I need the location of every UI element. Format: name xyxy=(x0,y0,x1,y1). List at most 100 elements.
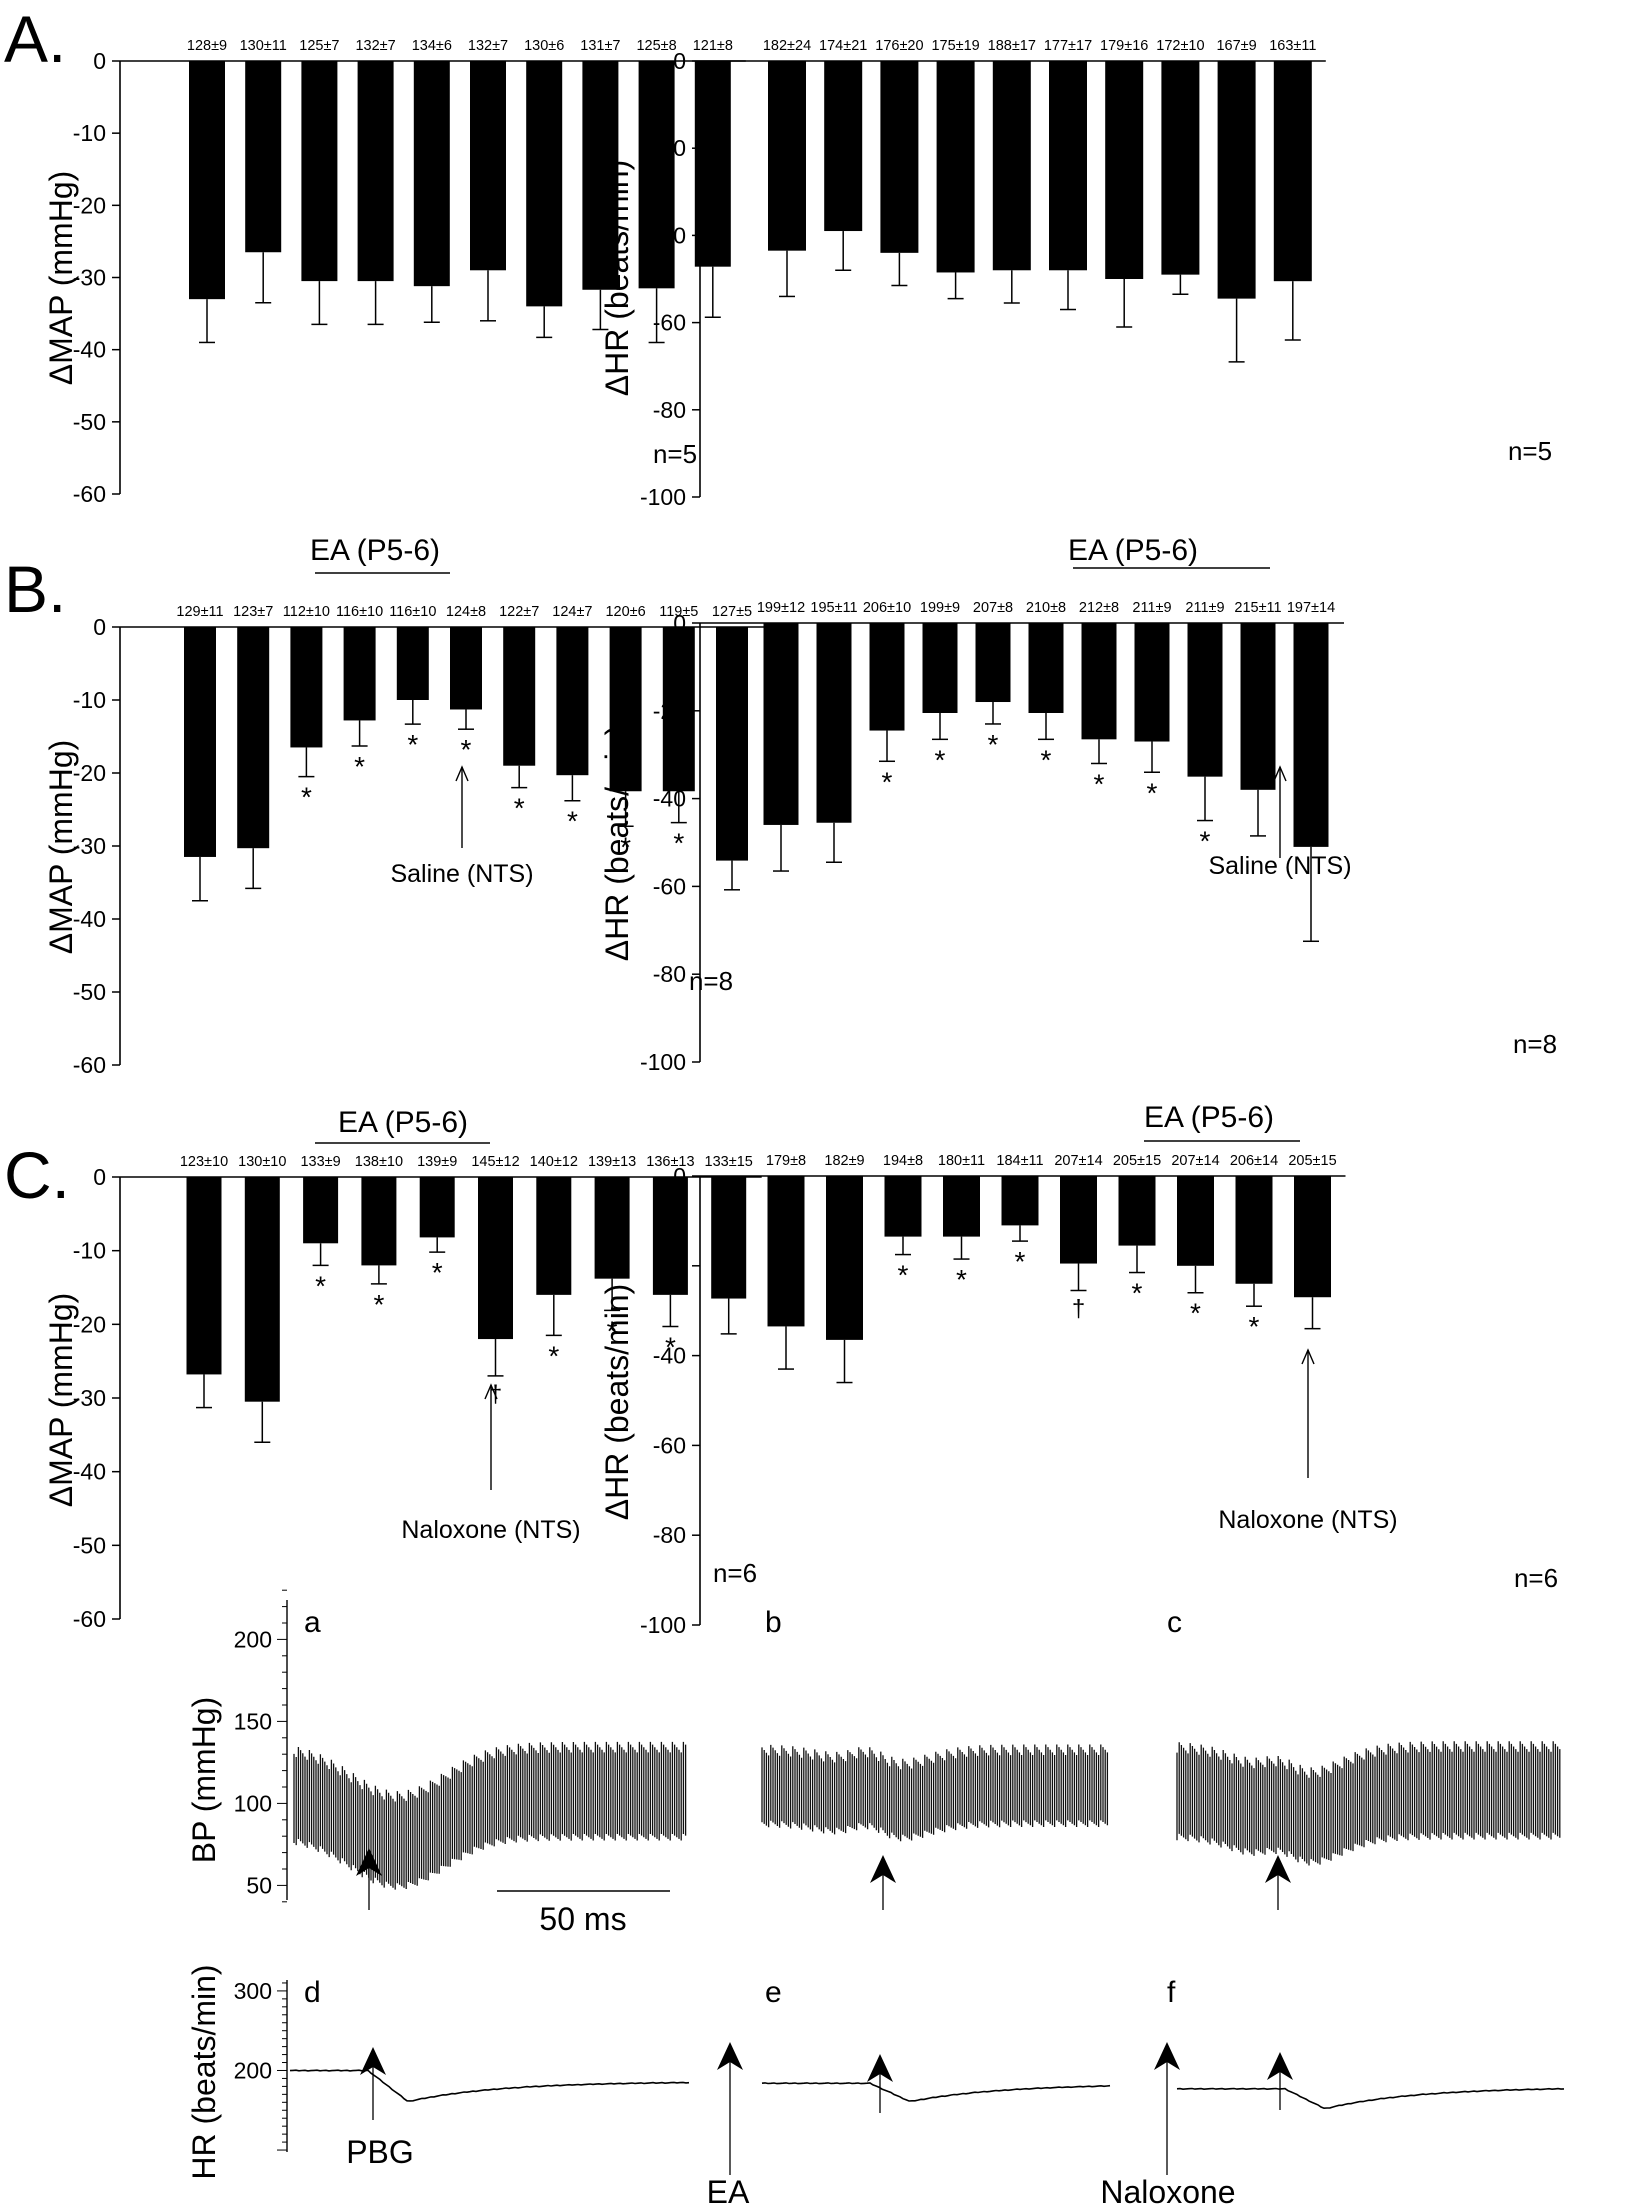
y-tick-label: 0 xyxy=(93,614,106,640)
bp-trace-letter: a xyxy=(304,1606,321,1639)
panel-letter-b: B. xyxy=(4,552,66,626)
bar xyxy=(638,61,675,289)
bp-trace-letter: c xyxy=(1167,1606,1182,1639)
y-tick-label: -100 xyxy=(640,1612,686,1638)
bar xyxy=(884,1176,922,1237)
y-tick-label: -80 xyxy=(653,961,686,987)
bar xyxy=(343,627,376,721)
bar xyxy=(943,1176,980,1237)
bp-trace xyxy=(293,1741,687,1890)
bar xyxy=(711,1177,747,1299)
significance-star: * xyxy=(607,1315,618,1346)
significance-star: * xyxy=(432,1257,443,1288)
y-tick-label: -60 xyxy=(653,1432,686,1458)
y-tick-label: 0 xyxy=(93,1164,106,1190)
bar xyxy=(450,627,482,710)
y-tick-label: -50 xyxy=(73,979,106,1005)
bar-top-label: 210±8 xyxy=(1026,600,1066,616)
panel-letter-a: A. xyxy=(4,2,66,76)
ea-arrow-head xyxy=(717,2042,743,2070)
annotation-arrow-head xyxy=(1301,1348,1315,1365)
bar-top-label: 207±8 xyxy=(973,600,1013,616)
bar xyxy=(816,623,852,823)
bar xyxy=(361,1177,397,1266)
bar-letter: a xyxy=(255,1186,269,1214)
y-tick-label: -80 xyxy=(653,1522,686,1548)
chart-a-hr: 0 -20 -40 -60 -80 -100 ΔHR (beats/min) 182±24 17… xyxy=(599,38,1552,510)
hr-tick-label: 200 xyxy=(234,2057,272,2083)
pbg-arrow-bp-head xyxy=(870,1855,896,1883)
bar-top-label: 130±11 xyxy=(240,38,287,54)
bar xyxy=(470,61,506,271)
y-tick-label: -10 xyxy=(73,120,106,146)
bar xyxy=(869,623,905,731)
annotation-label: Saline (NTS) xyxy=(390,860,533,888)
bar-top-label: 184±11 xyxy=(996,1153,1043,1169)
bar xyxy=(290,627,323,748)
bar xyxy=(556,627,589,776)
bar xyxy=(652,1177,688,1295)
bar-top-label: 211±9 xyxy=(1185,600,1224,616)
significance-star: * xyxy=(407,729,418,760)
bar-top-label: 206±10 xyxy=(863,600,911,616)
bar xyxy=(245,61,282,253)
ea-label: EA xyxy=(707,2174,750,2209)
bar xyxy=(768,61,806,251)
bar-top-label: 163±11 xyxy=(1269,38,1316,54)
bp-tick-label: 200 xyxy=(234,1626,272,1652)
hr-trace-letter: d xyxy=(304,1976,321,2009)
panel-letters: A. B. C. xyxy=(4,2,70,1212)
significance-star: * xyxy=(1094,768,1105,799)
y-tick-label: -100 xyxy=(640,484,686,510)
bar-top-label: 215±11 xyxy=(1234,600,1281,616)
bar-top-label: 132±7 xyxy=(355,38,395,54)
bp-tick-label: 50 xyxy=(246,1872,272,1898)
bar xyxy=(1161,61,1200,275)
chart-c-hr: 0 -20 -40 -60 -80 -100 ΔHR (beats/min) 179±8 182… xyxy=(599,1101,1558,1638)
naloxone-label: Naloxone xyxy=(1100,2174,1235,2209)
bar-top-label: 199±9 xyxy=(920,600,960,616)
bar-top-label: 172±10 xyxy=(1156,38,1204,54)
pbg-arrow-hr-head xyxy=(1267,2052,1293,2080)
bar-top-label: 174±21 xyxy=(819,38,867,54)
n-label: n=5 xyxy=(1508,436,1552,466)
y-axis-label: ΔMAP (mmHg) xyxy=(43,171,79,386)
hr-trace xyxy=(761,2082,1111,2102)
y-axis-label: ΔHR (beats/min) xyxy=(599,725,635,962)
bp-tick-label: 100 xyxy=(234,1790,272,1816)
bar-top-label: 182±24 xyxy=(763,38,811,54)
bar-top-label: 145±12 xyxy=(471,1154,519,1170)
y-tick-label: -20 xyxy=(73,760,106,786)
significance-star: * xyxy=(567,806,578,837)
y-axis-label: ΔHR (beats/min) xyxy=(599,1284,635,1521)
hr-tick-label: 300 xyxy=(234,1978,272,2004)
bar xyxy=(478,1177,513,1340)
significance-star: * xyxy=(315,1270,326,1301)
bar-top-label: 199±12 xyxy=(757,600,805,616)
significance-star: * xyxy=(1015,1246,1026,1277)
significance-star: * xyxy=(1200,826,1211,857)
y-tick-label: -80 xyxy=(653,397,686,423)
bar xyxy=(716,627,748,861)
bar xyxy=(357,61,394,282)
significance-star: * xyxy=(665,1332,676,1363)
bar-top-label: 120±6 xyxy=(605,604,645,620)
bar-top-label: 128±9 xyxy=(187,38,227,54)
annotation-label: Naloxone (NTS) xyxy=(1218,1506,1397,1534)
bar-top-label: 123±10 xyxy=(180,1154,228,1170)
bar-top-label: 180±11 xyxy=(938,1153,985,1169)
y-tick-label: 0 xyxy=(93,48,106,74)
hr-trace-letter: f xyxy=(1167,1976,1176,2009)
bar-top-label: 207±14 xyxy=(1171,1153,1219,1169)
bar-top-label: 125±7 xyxy=(299,38,339,54)
bar-letter: d xyxy=(838,1185,852,1213)
bar-top-label: 121±8 xyxy=(693,38,733,54)
annotation-arrow-head xyxy=(455,765,469,782)
bar xyxy=(1105,61,1144,279)
bar xyxy=(763,623,799,825)
significance-star: * xyxy=(898,1260,909,1291)
y-tick-label: -60 xyxy=(653,310,686,336)
n-label: n=8 xyxy=(689,966,733,996)
bar-top-label: 130±10 xyxy=(238,1154,286,1170)
y-tick-label: 0 xyxy=(673,1163,686,1189)
